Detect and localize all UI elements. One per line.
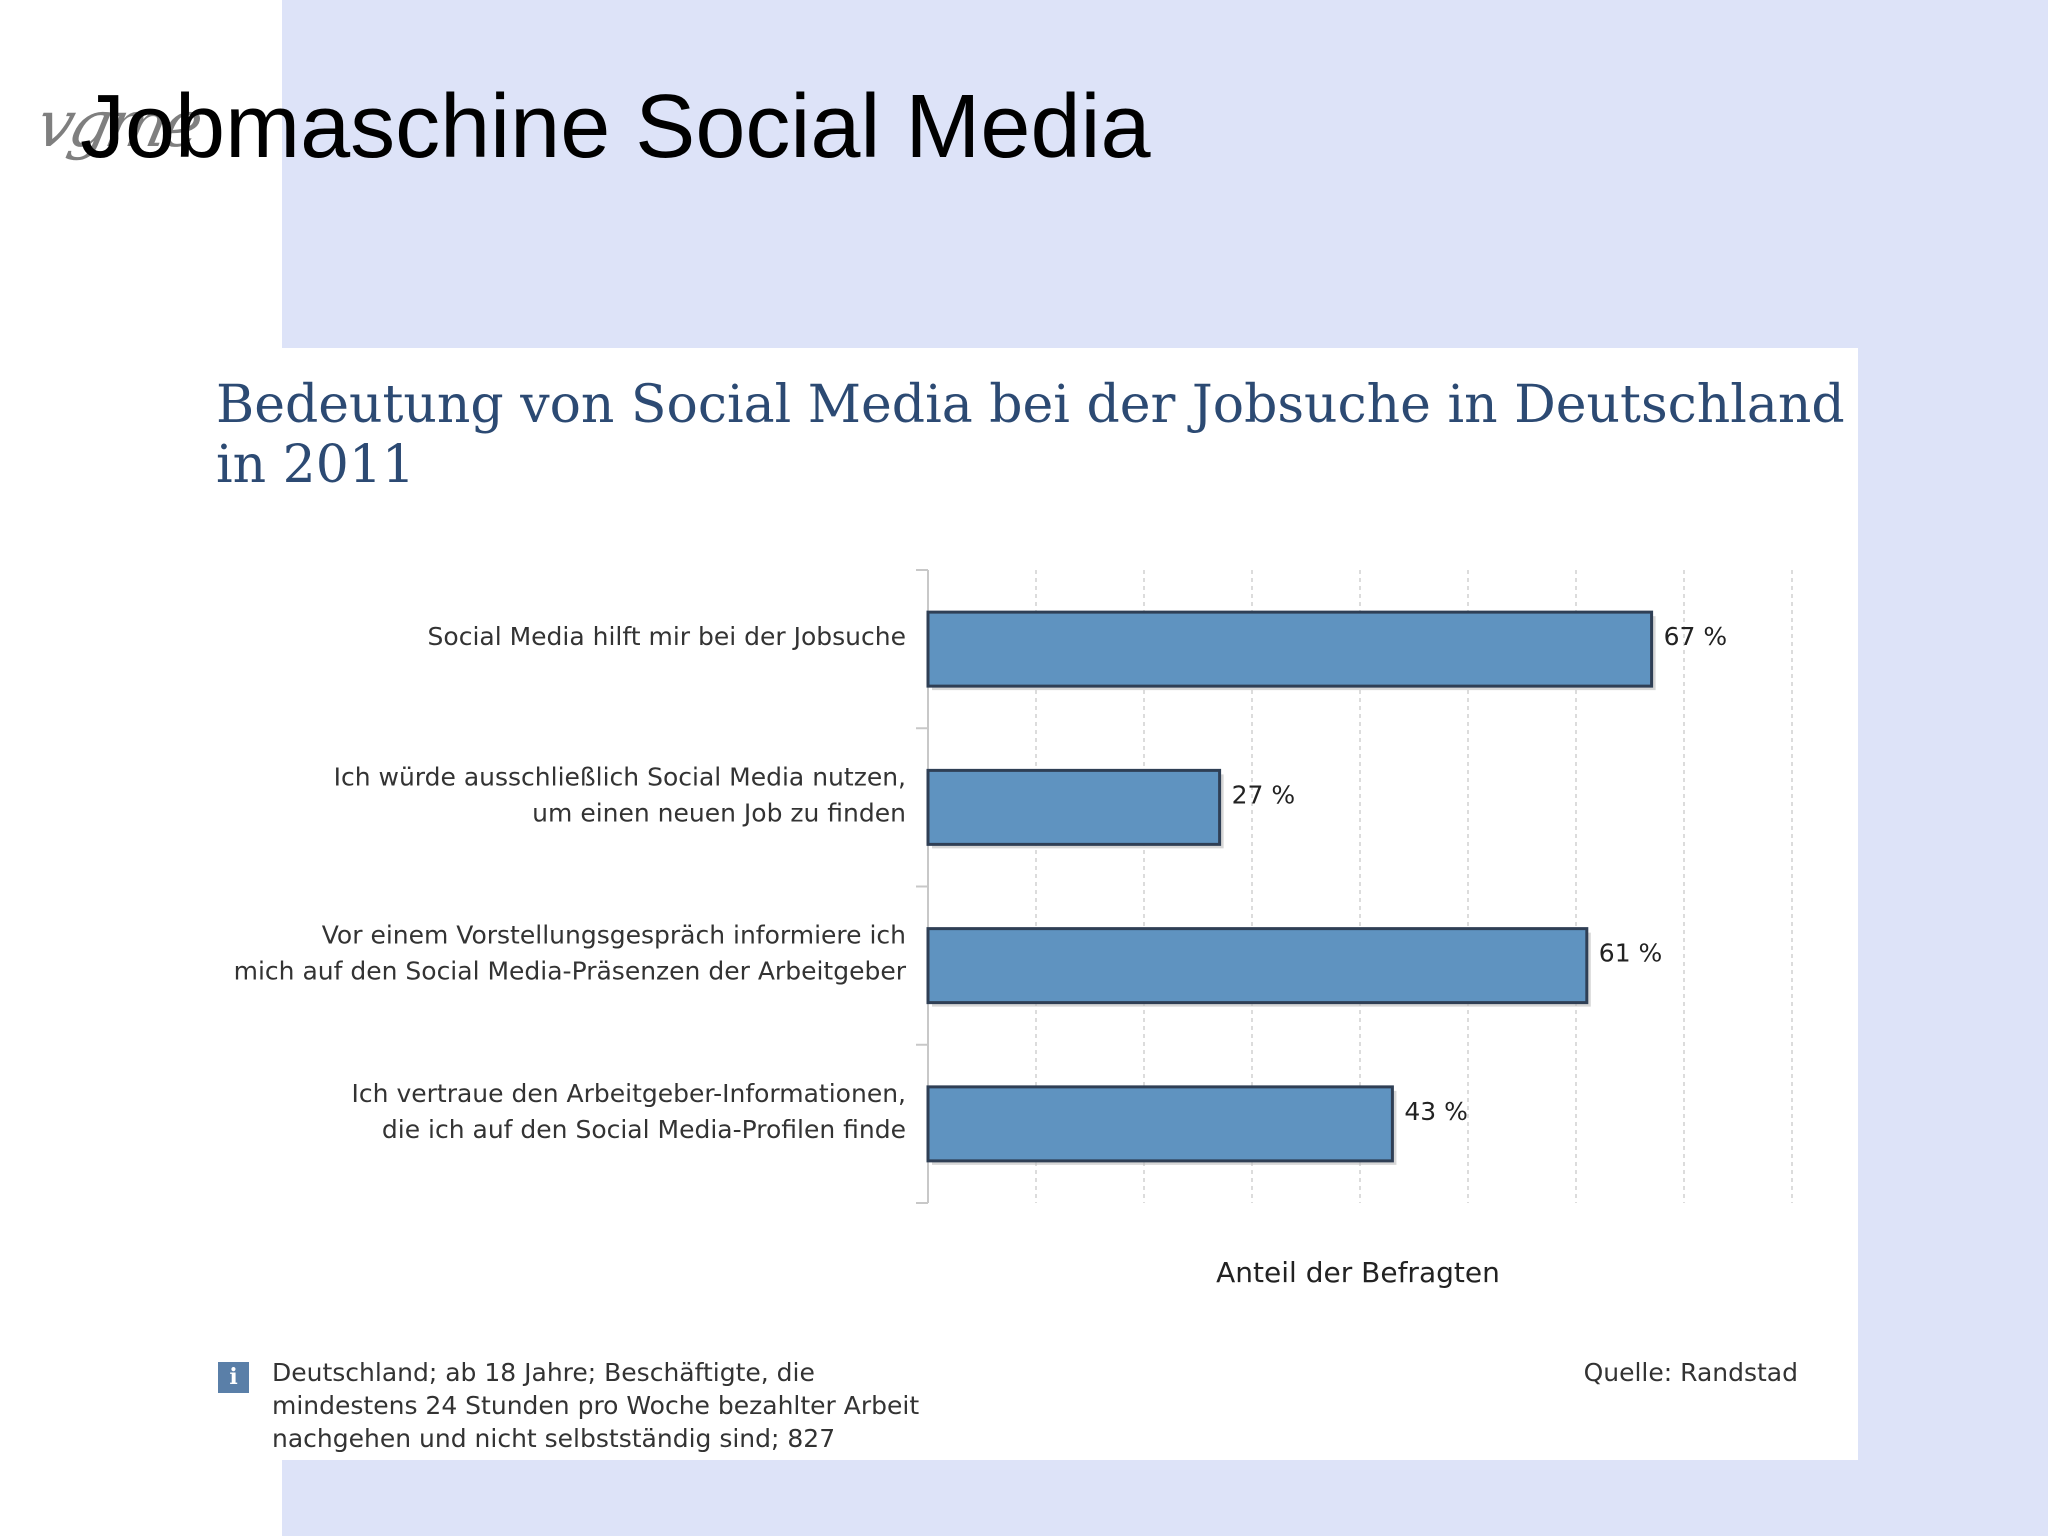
info-icon[interactable]: i: [218, 1362, 249, 1393]
bar-value-label: 43 %: [1404, 1097, 1468, 1126]
category-label: um einen neuen Job zu finden: [532, 798, 906, 827]
chart-title: Bedeutung von Social Media bei der Jobsu…: [216, 375, 1845, 495]
chart-source: Quelle: Randstad: [1583, 1358, 1798, 1387]
category-label: mich auf den Social Media-Präsenzen der …: [234, 957, 907, 986]
bar: [926, 768, 1222, 846]
chart-footnote: Deutschland; ab 18 Jahre; Beschäftigte, …: [272, 1358, 920, 1453]
bar-value-label: 67 %: [1664, 622, 1728, 651]
bar-value-label: 61 %: [1599, 939, 1663, 968]
bar: [926, 927, 1589, 1005]
category-label: Vor einem Vorstellungsgespräch informier…: [322, 921, 906, 950]
slide-title: Jobmaschine Social Media: [80, 77, 1151, 177]
bar-value-label: 27 %: [1232, 780, 1296, 809]
bar: [926, 610, 1654, 688]
category-label: Ich würde ausschließlich Social Media nu…: [334, 762, 906, 791]
category-label: Ich vertraue den Arbeitgeber-Information…: [352, 1079, 906, 1108]
x-axis-label: Anteil der Befragten: [1216, 1256, 1500, 1289]
category-label: die ich auf den Social Media-Profilen fi…: [382, 1115, 906, 1144]
chart-card: [282, 348, 1858, 1460]
category-label: Social Media hilft mir bei der Jobsuche: [428, 622, 906, 651]
bar: [926, 1085, 1394, 1163]
